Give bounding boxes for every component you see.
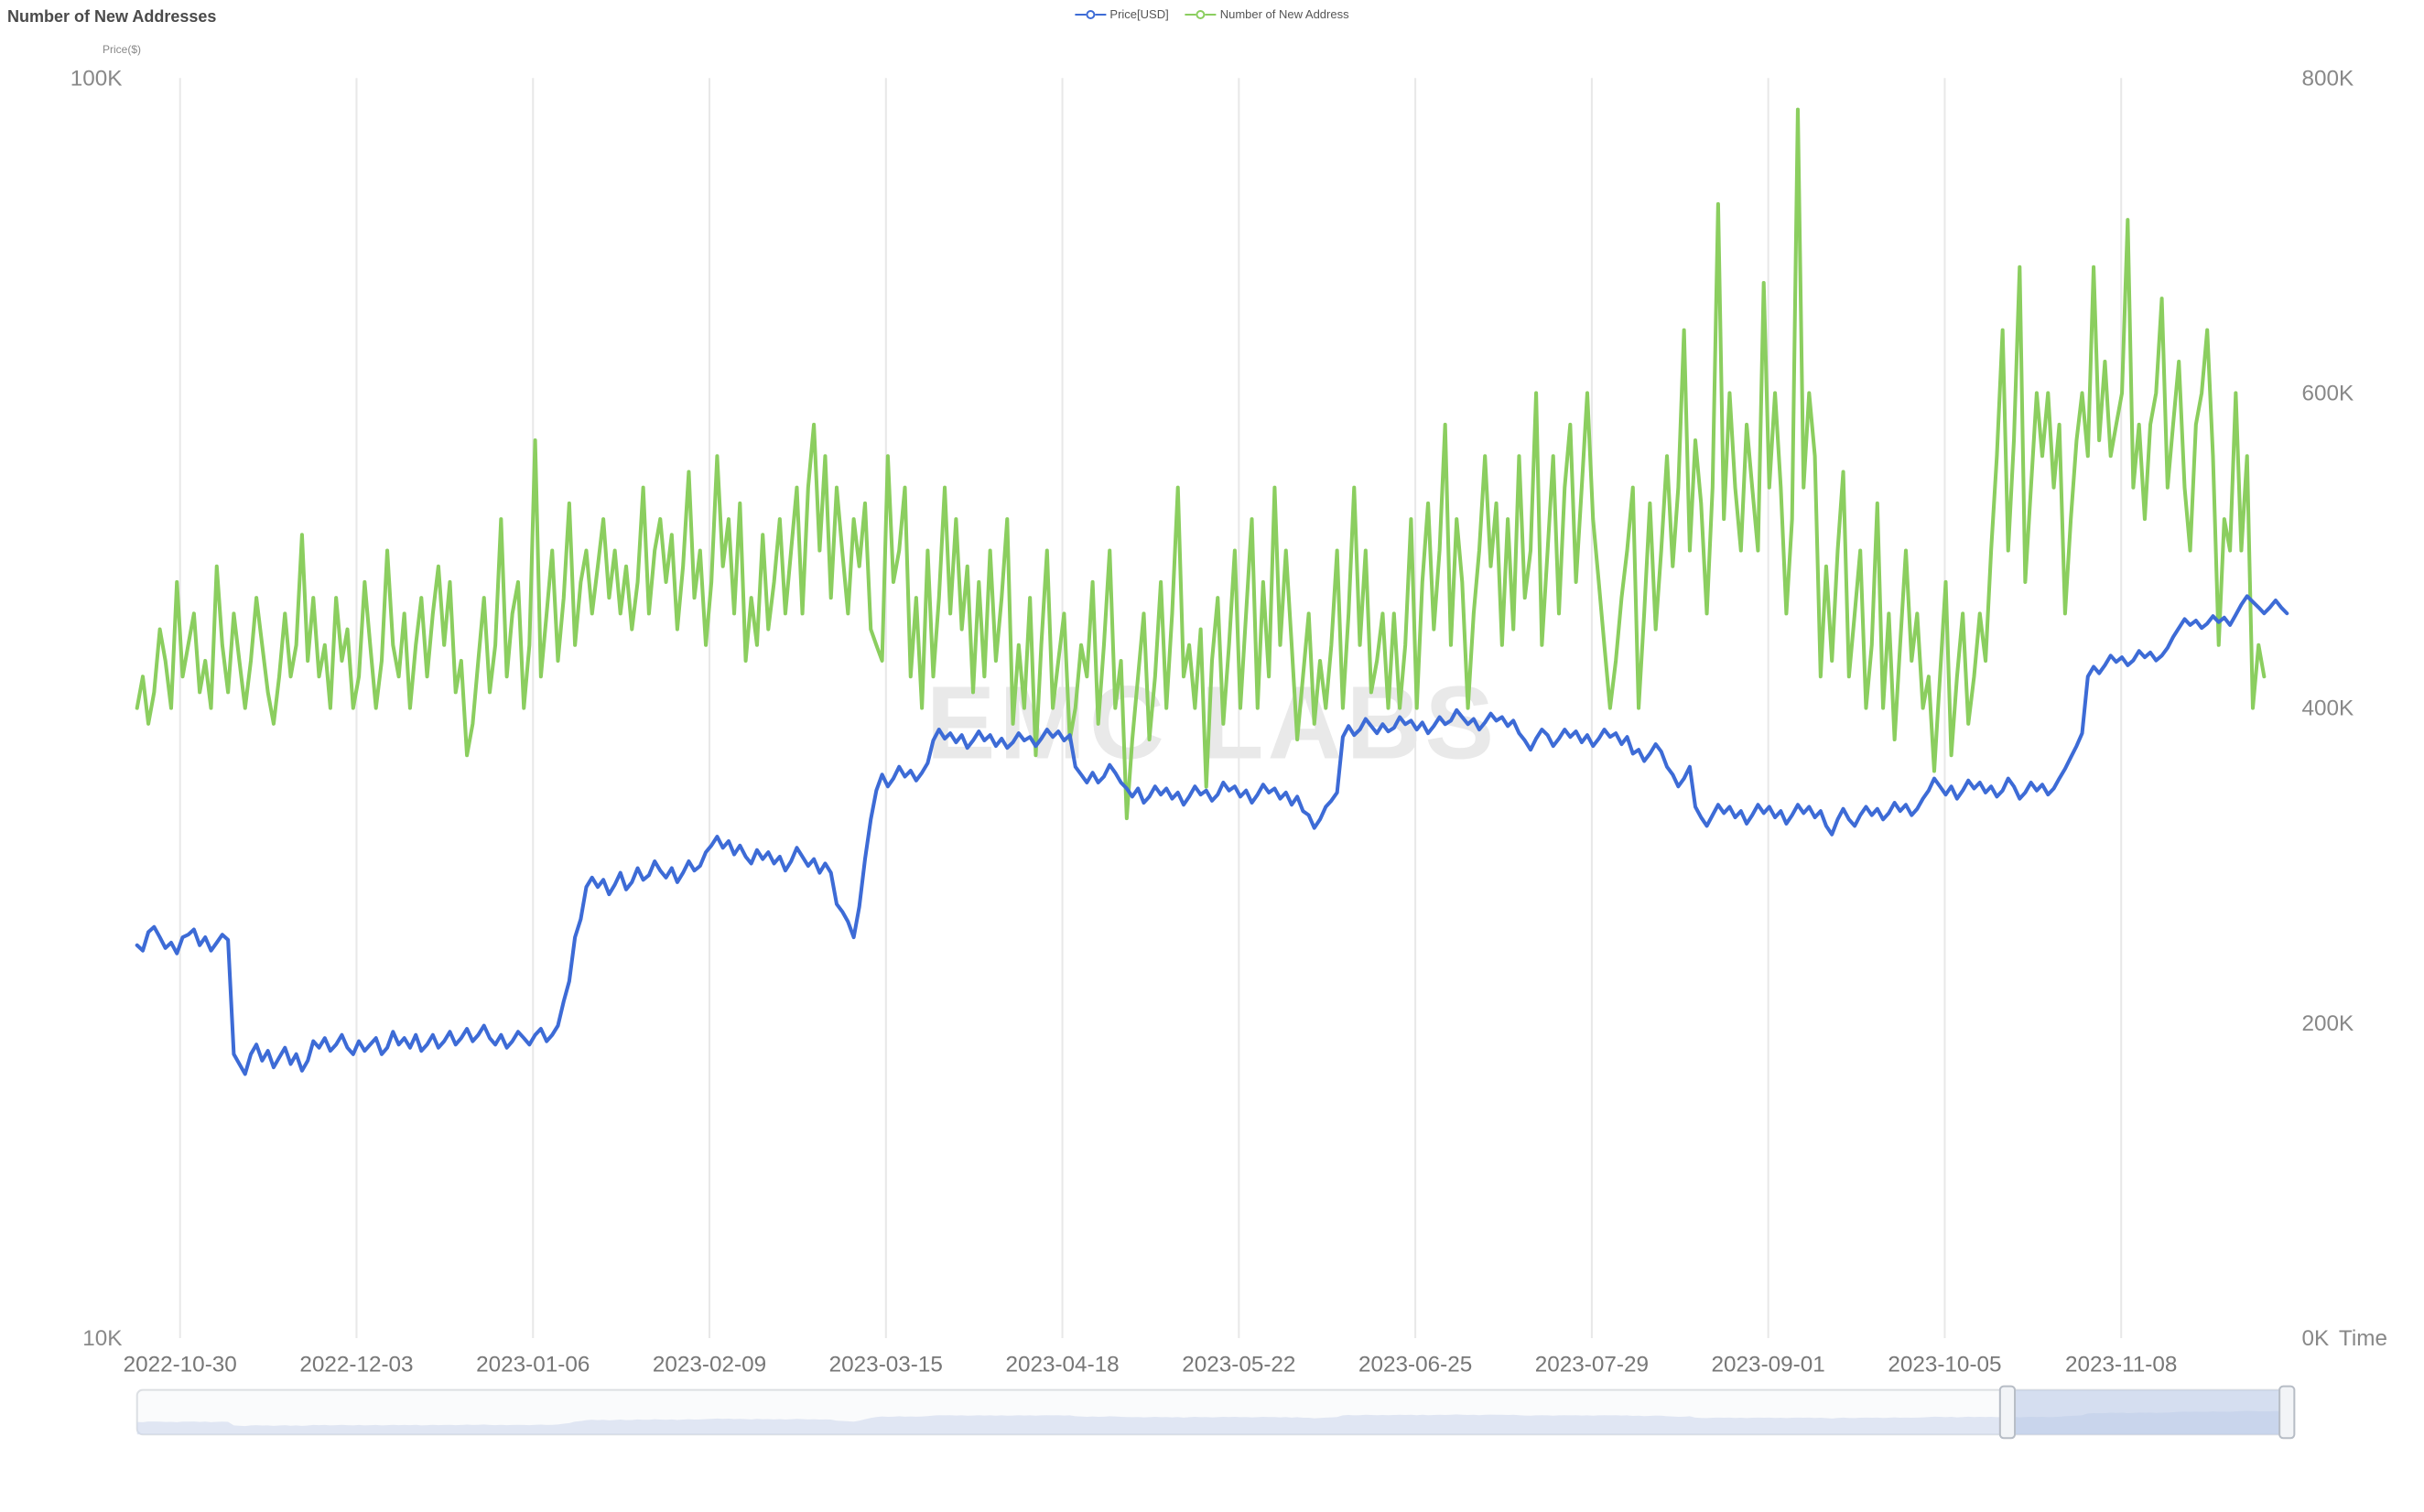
- plot-area[interactable]: 10K100K0K200K400K600K800KEMC LABS2022-10…: [7, 59, 2417, 1505]
- svg-text:2023-04-18: 2023-04-18: [1005, 1352, 1119, 1377]
- range-slider-selection[interactable]: [2007, 1390, 2287, 1435]
- svg-text:2023-07-29: 2023-07-29: [1535, 1352, 1649, 1377]
- legend-marker-line-icon: [1075, 10, 1106, 19]
- legend-item-price[interactable]: Price[USD]: [1075, 7, 1168, 21]
- chart-container: Number of New Addresses Price[USD] Numbe…: [7, 7, 2417, 1505]
- svg-text:2023-06-25: 2023-06-25: [1358, 1352, 1472, 1377]
- svg-text:2023-09-01: 2023-09-01: [1712, 1352, 1825, 1377]
- svg-text:2023-03-15: 2023-03-15: [829, 1352, 943, 1377]
- svg-text:2023-10-05: 2023-10-05: [1888, 1352, 2001, 1377]
- legend-label-price: Price[USD]: [1109, 7, 1168, 21]
- legend: Price[USD] Number of New Address: [1075, 7, 1348, 21]
- svg-text:100K: 100K: [70, 66, 123, 91]
- svg-text:400K: 400K: [2301, 697, 2354, 721]
- svg-text:2022-10-30: 2022-10-30: [124, 1352, 237, 1377]
- legend-label-address: Number of New Address: [1220, 7, 1349, 21]
- svg-text:Time: Time: [2339, 1326, 2387, 1351]
- svg-text:2023-05-22: 2023-05-22: [1182, 1352, 1295, 1377]
- svg-text:2023-11-08: 2023-11-08: [2065, 1352, 2177, 1377]
- range-slider-handle-right[interactable]: [2279, 1387, 2294, 1439]
- legend-marker-line-icon: [1185, 10, 1217, 19]
- svg-text:200K: 200K: [2301, 1011, 2354, 1036]
- legend-item-address[interactable]: Number of New Address: [1185, 7, 1349, 21]
- svg-text:2022-12-03: 2022-12-03: [299, 1352, 413, 1377]
- svg-text:0K: 0K: [2301, 1326, 2329, 1351]
- svg-text:2023-01-06: 2023-01-06: [476, 1352, 590, 1377]
- y-axis-left-label: Price($): [103, 43, 2417, 56]
- svg-text:10K: 10K: [82, 1326, 122, 1351]
- range-slider-handle-left[interactable]: [2000, 1387, 2015, 1439]
- svg-text:2023-02-09: 2023-02-09: [653, 1352, 766, 1377]
- svg-text:800K: 800K: [2301, 66, 2354, 91]
- svg-text:600K: 600K: [2301, 382, 2354, 406]
